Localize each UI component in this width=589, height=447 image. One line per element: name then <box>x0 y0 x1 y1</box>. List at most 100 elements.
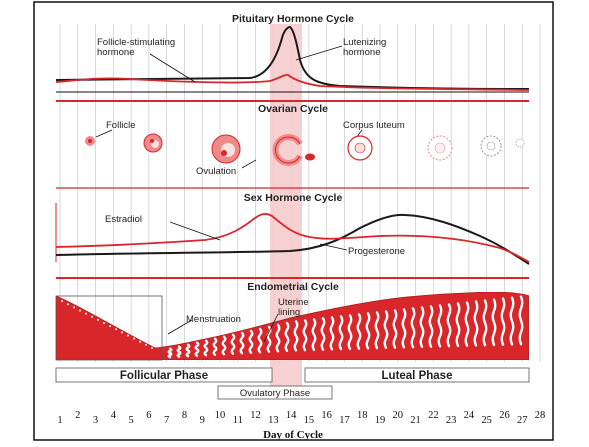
shedding-speckle <box>73 306 75 309</box>
estradiol-pointer <box>169 221 221 241</box>
follicle-stage-2 <box>143 133 163 153</box>
day-label: 22 <box>428 410 439 421</box>
uterine-pointer <box>263 313 279 343</box>
day-label: 28 <box>535 410 546 421</box>
endometrial-gland <box>500 297 506 346</box>
endometrial-gland <box>293 320 299 352</box>
endometrial-gland <box>248 329 254 354</box>
day-label: 10 <box>215 410 226 421</box>
day-label: 6 <box>146 410 151 421</box>
progesterone-label: Progesterone <box>348 246 405 257</box>
endometrial-gland <box>482 299 488 347</box>
luteal-phase-label: Luteal Phase <box>382 370 453 382</box>
shedding-speckle <box>103 321 105 324</box>
endometrial-glands <box>61 295 524 359</box>
luteal-phase-bar: Luteal Phase <box>304 367 530 383</box>
follicle-pointer <box>95 129 113 138</box>
endometrial-gland <box>338 315 344 351</box>
corpus-luteum-2 <box>427 135 453 161</box>
day-label: 26 <box>499 410 510 421</box>
endometrial-gland <box>185 343 191 358</box>
uterine-label-2: lining <box>278 307 300 318</box>
ovulatory-phase-bar: Ovulatory Phase <box>217 385 333 400</box>
endometrial-gland <box>347 314 353 351</box>
endometrial-gland <box>230 333 236 355</box>
endometrial-gland <box>473 300 479 347</box>
day-label: 19 <box>375 415 386 426</box>
shedding-speckle <box>115 328 117 331</box>
ovulatory-phase-label: Ovulatory Phase <box>240 388 310 399</box>
progesterone-curve <box>55 213 530 265</box>
follicle-label: Follicle <box>106 120 136 131</box>
endometrial-gland <box>374 311 380 350</box>
shedding-speckle <box>85 312 87 315</box>
endometrial-gland <box>221 335 227 356</box>
day-label: 16 <box>321 410 332 421</box>
endometrium <box>56 292 529 360</box>
follicle-stage-3 <box>211 134 241 164</box>
estradiol-label: Estradiol <box>105 214 142 225</box>
day-label: 5 <box>128 415 133 426</box>
menstruation-label: Menstruation <box>186 314 241 325</box>
endometrial-gland <box>239 331 245 355</box>
endometrial-gland <box>302 319 308 352</box>
fsh-curve <box>55 73 530 91</box>
day-label: 20 <box>393 410 404 421</box>
day-label: 4 <box>111 410 117 421</box>
endometrial-gland <box>446 303 452 348</box>
menstruation-pointer <box>167 319 193 335</box>
corpus-luteum-label: Corpus luteum <box>343 120 405 131</box>
day-label: 9 <box>200 415 205 426</box>
endometrial-gland <box>401 308 407 349</box>
follicular-phase-bar: Follicular Phase <box>55 367 273 383</box>
endometrial-gland <box>455 302 461 348</box>
endometrial-gland <box>410 307 416 349</box>
axis-label: Day of Cycle <box>263 429 323 441</box>
shedding-speckle <box>139 340 141 343</box>
endometrial-gland <box>266 325 272 353</box>
endometrial-gland <box>437 304 443 348</box>
shedding-speckle <box>133 337 135 340</box>
day-label: 15 <box>304 415 315 426</box>
day-label: 18 <box>357 410 368 421</box>
endometrial-gland <box>383 310 389 350</box>
endometrial-gland <box>203 339 209 357</box>
day-label: 14 <box>286 410 297 421</box>
lh-pointer <box>295 45 343 61</box>
endometrial-gland <box>509 296 515 346</box>
shedding-speckle <box>79 309 81 312</box>
endometrial-gland <box>392 309 398 349</box>
day-label: 2 <box>75 410 80 421</box>
shedding-speckle <box>61 300 63 303</box>
day-label: 12 <box>250 410 261 421</box>
endometrial-gland <box>428 305 434 348</box>
endometrial-gland <box>194 341 200 357</box>
endometrial-gland <box>284 321 290 352</box>
endometrial-gland <box>419 306 425 349</box>
day-label: 25 <box>481 415 492 426</box>
shedding-speckle <box>121 331 123 334</box>
endometrial-title: Endometrial Cycle <box>247 281 339 293</box>
endometrial-gland <box>365 312 371 350</box>
day-label: 23 <box>446 415 457 426</box>
day-label: 27 <box>517 415 528 426</box>
day-label: 11 <box>233 415 243 426</box>
endometrial-gland <box>329 316 335 351</box>
follicle-stage-1 <box>85 136 95 146</box>
endometrial-gland <box>176 345 182 358</box>
endometrial-gland <box>356 313 362 350</box>
menstruation-box <box>55 295 163 361</box>
ovulation-pointer <box>241 159 257 169</box>
follicular-phase-label: Follicular Phase <box>120 370 208 382</box>
progesterone-pointer <box>319 243 348 251</box>
endometrial-gland <box>320 317 326 351</box>
day-label: 3 <box>93 415 98 426</box>
shedding-speckle <box>145 343 147 346</box>
ovulation-label: Ovulation <box>196 166 236 177</box>
pituitary-title: Pituitary Hormone Cycle <box>232 13 354 25</box>
shedding-speckle <box>151 346 153 349</box>
corpus-luteum-1 <box>347 135 373 161</box>
day-labels: 1 2 3 4 5 6 7 8 9 10 11 12 13 14 15 16 17 18 19 20 21 22 23 24 2… <box>57 410 545 426</box>
endometrial-gland <box>311 318 317 352</box>
